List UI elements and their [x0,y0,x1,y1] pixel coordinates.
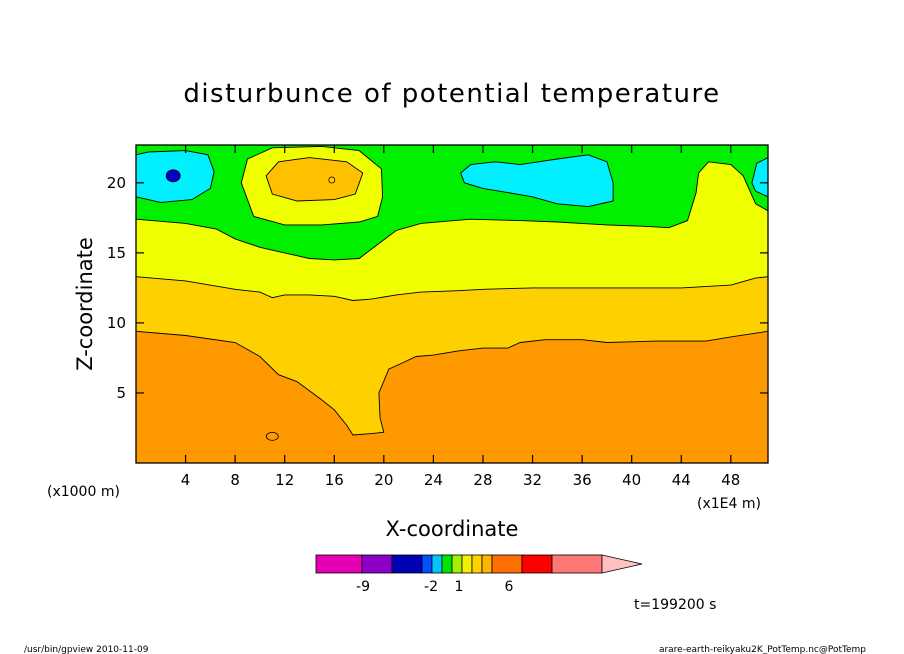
colorbar-swatch [451,554,463,574]
footer-left: /usr/bin/gpview 2010-11-09 [24,645,149,654]
contour-line [136,276,768,301]
y-tick-label: 5 [116,384,126,402]
contour-line [136,161,768,261]
x-tick-label: 24 [424,471,443,489]
colorbar-swatch [481,554,493,574]
plot-area [136,145,768,463]
x-tick-label: 44 [672,471,691,489]
y-tick-label: 10 [107,314,126,332]
region-orange-bump [265,157,364,202]
x-tick-label: 28 [473,471,492,489]
colorbar-swatch [521,554,553,574]
blue-dot-marker [165,169,181,183]
colorbar-swatch [431,554,443,574]
colorbar-arrow [601,554,643,574]
colorbar-label: -9 [356,579,370,595]
footer-right: arare-earth-reikyaku2K_PotTemp.nc@PotTem… [659,645,866,654]
contour-line [136,330,768,436]
region-cyan-right [751,157,768,198]
colorbar-swatch [441,554,453,574]
x-tick-label: 8 [230,471,240,489]
colorbar-swatch [421,554,433,574]
colorbar-swatch [471,554,483,574]
y-axis-label: Z-coordinate [73,237,97,371]
colorbar-label: 6 [505,579,514,595]
x-tick-label: 40 [622,471,641,489]
colorbar-swatch [461,554,473,574]
colorbar-label: -2 [424,579,438,595]
orange-dot-marker [328,176,336,184]
plot-frame [135,144,769,464]
x-axis-label: X-coordinate [386,517,519,541]
x-tick-label: 4 [181,471,191,489]
z-units-label: (x1000 m) [47,484,120,500]
region-cyan-mid [460,154,614,208]
colorbar-label: 1 [455,579,464,595]
small-contour-marker [265,431,279,441]
x-tick-label: 12 [275,471,294,489]
x-tick-label: 36 [573,471,592,489]
colorbar [315,554,643,574]
colorbar-swatch [361,554,393,574]
band-orange [136,331,768,463]
colorbar-swatch [315,554,363,574]
colorbar-labels: -9 -2 1 6 [356,579,514,595]
x-tick-label: 16 [325,471,344,489]
colorbar-swatch [551,554,603,574]
x-tick-label: 20 [374,471,393,489]
colorbar-swatch [491,554,523,574]
y-tick-label: 20 [107,174,126,192]
time-label: t=199200 s [634,597,716,613]
chart-title: disturbunce of potential temperature [183,79,720,109]
colorbar-swatch [391,554,423,574]
x-tick-label: 32 [523,471,542,489]
x-tick-label: 48 [721,471,740,489]
x-units-label: (x1E4 m) [697,496,761,512]
y-tick-label: 15 [107,244,126,262]
